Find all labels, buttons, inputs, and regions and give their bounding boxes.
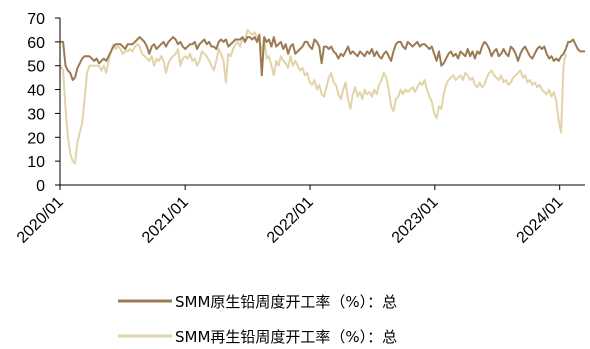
x-tick-label: 2021/01	[139, 194, 192, 247]
y-tick-label: 10	[27, 154, 45, 171]
plot-area	[59, 28, 585, 165]
y-tick-label: 70	[27, 11, 45, 28]
legend-label-secondary-lead: SMM再生铅周度开工率（%）：总	[175, 328, 397, 346]
x-tick-label: 2023/01	[389, 194, 442, 247]
x-tick-label: 2020/01	[14, 194, 67, 247]
series-line-primary-lead	[60, 33, 585, 81]
legend-label-primary-lead: SMM原生铅周度开工率（%）：总	[175, 293, 397, 311]
x-tick-label: 2022/01	[264, 194, 317, 247]
x-axis: 2020/01 2021/01 2022/01 2023/01 2024/01	[14, 184, 585, 247]
legend-item-primary-lead: SMM原生铅周度开工率（%）：总	[118, 293, 397, 311]
legend: SMM原生铅周度开工率（%）：总 SMM再生铅周度开工率（%）：总	[118, 293, 397, 346]
y-tick-label: 60	[27, 35, 45, 52]
x-tick-label: 2024/01	[514, 194, 567, 247]
series-line-secondary-lead	[59, 28, 567, 165]
y-tick-label: 20	[27, 130, 45, 147]
y-tick-label: 40	[27, 83, 45, 100]
y-tick-label: 30	[27, 106, 45, 123]
y-tick-label: 50	[27, 59, 45, 76]
y-axis: 0 10 20 30 40 50 60 70	[27, 11, 61, 195]
y-tick-label: 0	[36, 178, 45, 195]
legend-item-secondary-lead: SMM再生铅周度开工率（%）：总	[118, 328, 397, 346]
